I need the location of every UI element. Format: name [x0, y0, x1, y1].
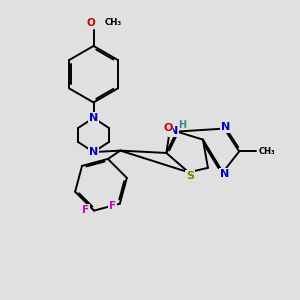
Text: F: F — [82, 205, 89, 215]
Text: H: H — [178, 120, 186, 130]
Text: S: S — [186, 171, 194, 181]
Text: CH₃: CH₃ — [105, 18, 122, 27]
Text: F: F — [109, 201, 116, 211]
Text: CH₃: CH₃ — [259, 147, 275, 156]
Text: N: N — [89, 113, 98, 123]
Text: N: N — [220, 169, 229, 179]
Text: N: N — [169, 126, 178, 136]
Text: N: N — [89, 147, 98, 157]
Text: N: N — [221, 122, 230, 132]
Text: O: O — [163, 123, 172, 133]
Text: O: O — [87, 18, 95, 28]
